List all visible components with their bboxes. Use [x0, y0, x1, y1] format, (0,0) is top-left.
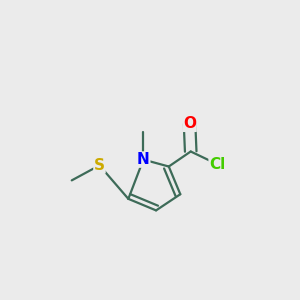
- Text: S: S: [94, 158, 105, 173]
- Text: O: O: [183, 116, 196, 131]
- Text: N: N: [137, 152, 150, 167]
- Text: Cl: Cl: [209, 157, 225, 172]
